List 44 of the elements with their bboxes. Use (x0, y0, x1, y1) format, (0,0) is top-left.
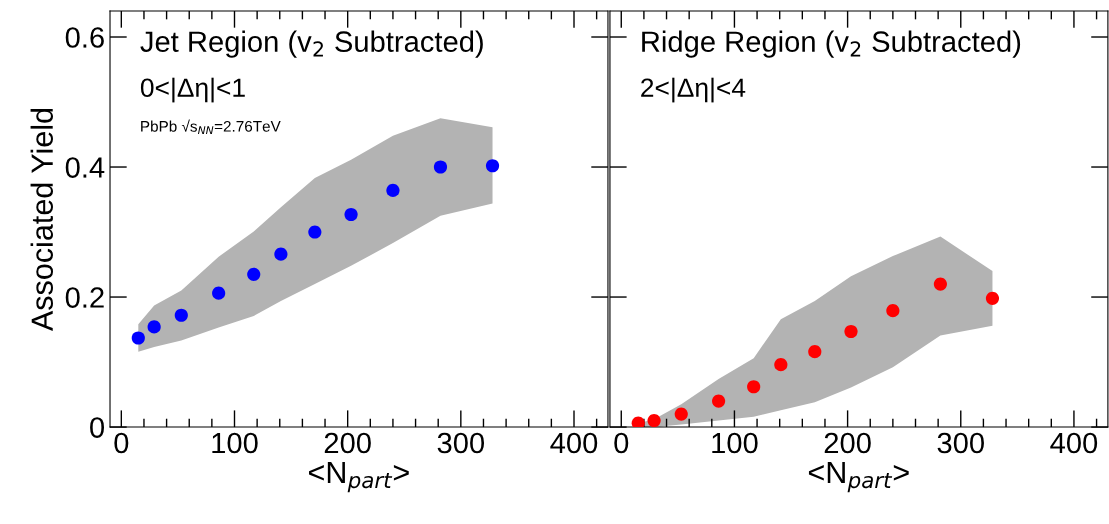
x-axis-title: <N$_{part}$> (309, 461, 409, 493)
point (212, 286, 226, 300)
x-axis-title: <N$_{part}$> (808, 461, 909, 493)
point (433, 160, 448, 174)
x-tick-label: 100 (712, 432, 758, 454)
point (147, 320, 161, 334)
point (808, 345, 822, 359)
point (174, 308, 188, 322)
annotation: 0<|Δη|<1 (140, 77, 245, 103)
y-tick-label: 0.2 (65, 287, 104, 308)
annotation: 2<|Δη|<4 (641, 77, 746, 103)
point (131, 331, 145, 345)
y-tick-label: 0.4 (65, 157, 105, 178)
point (274, 247, 288, 261)
x-tick-label: 400 (550, 432, 598, 454)
point (485, 159, 500, 173)
x-tick-label: 0 (614, 432, 629, 454)
x-tick-label: 100 (212, 432, 258, 454)
point (712, 394, 726, 408)
annotation: PbPb √s$_{NN}$=2.76TeV (141, 119, 281, 135)
x-tick-label: 300 (937, 432, 984, 454)
x-tick-label: 400 (1050, 432, 1098, 454)
point (844, 324, 858, 339)
point (985, 291, 1000, 305)
x-tick-label: 200 (824, 432, 871, 454)
point (344, 207, 358, 222)
x-tick-label: 300 (437, 432, 485, 454)
point (247, 267, 261, 281)
point (933, 277, 947, 291)
annotation: Jet Region (v$_{2}$ Subtracted) (140, 30, 483, 58)
annotation: Ridge Region (v$_{2}$ Subtracted) (642, 30, 1021, 58)
point (774, 358, 788, 372)
x-tick-label: 0 (114, 432, 129, 454)
x-tick-label: 200 (324, 432, 371, 454)
point (631, 416, 645, 428)
point (647, 413, 661, 428)
point (674, 407, 688, 421)
y-tick-label: 0 (90, 417, 105, 438)
point (886, 304, 900, 318)
point (308, 225, 322, 239)
y-tick-label: 0.6 (65, 27, 104, 48)
point (386, 183, 400, 198)
point (747, 380, 761, 394)
y-axis-title: Associated Yield (30, 108, 54, 332)
